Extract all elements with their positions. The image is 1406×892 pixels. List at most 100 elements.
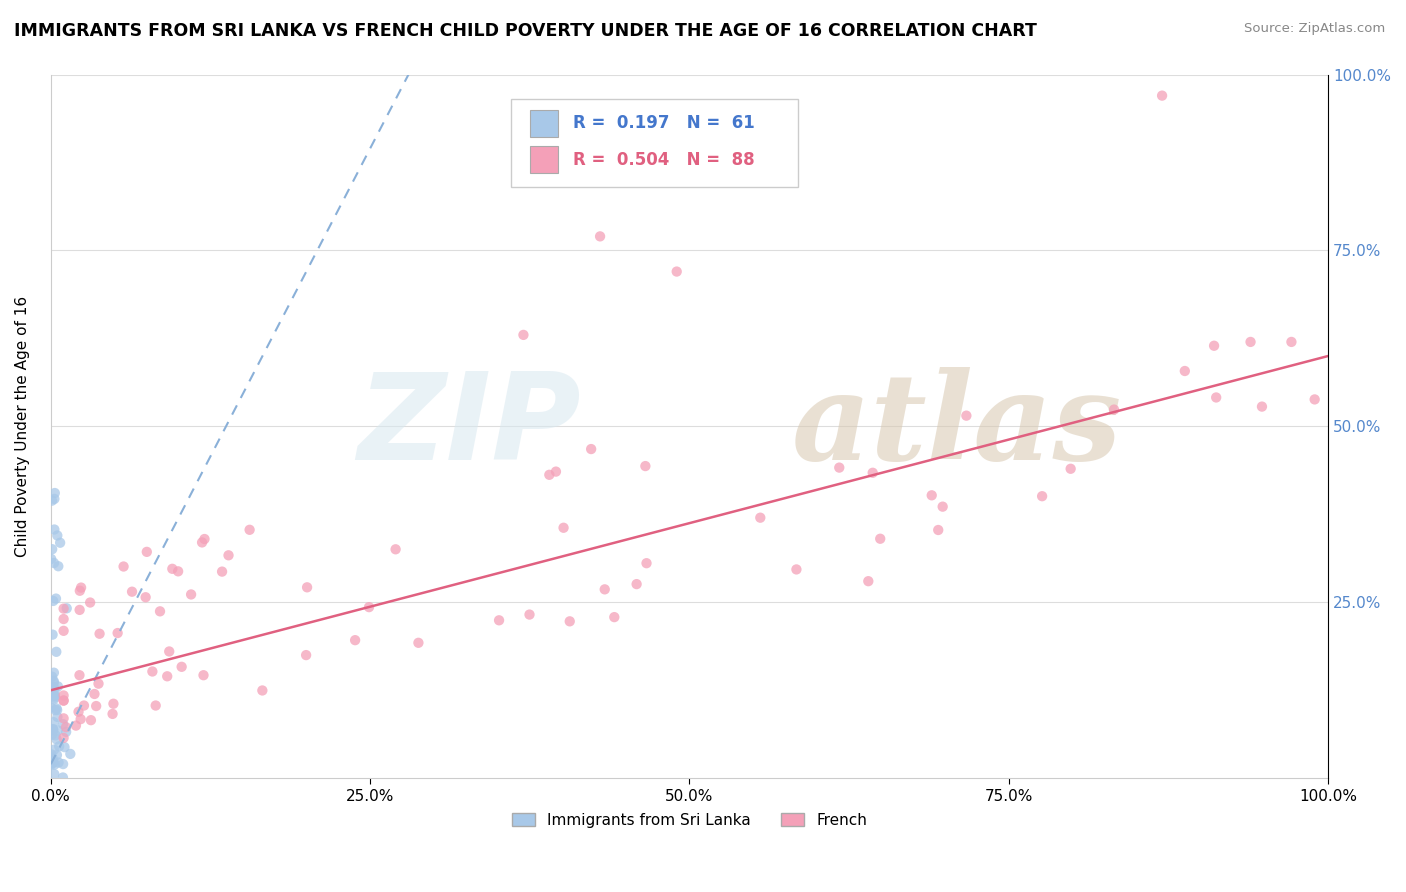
Point	[45, 591, 67, 606]
Point	[626, 577, 648, 591]
Point	[636, 556, 658, 570]
Point	[357, 600, 380, 615]
Point	[52, 612, 75, 626]
Point	[1239, 334, 1261, 349]
Point	[52, 693, 75, 707]
Point	[558, 615, 581, 629]
Point	[52, 601, 75, 615]
Point	[42, 755, 65, 769]
Point	[46, 703, 69, 717]
Point	[45, 747, 67, 762]
Point	[48, 739, 70, 754]
Point	[42, 681, 65, 695]
Point	[42, 680, 65, 694]
Point	[46, 528, 69, 542]
Point	[44, 491, 66, 506]
Point	[41, 723, 63, 738]
Point	[170, 660, 193, 674]
Point	[65, 718, 87, 732]
Text: R =  0.504   N =  88: R = 0.504 N = 88	[574, 151, 755, 169]
Point	[89, 626, 111, 640]
Point	[41, 670, 63, 684]
Bar	[530, 146, 558, 173]
Point	[593, 582, 616, 597]
Point	[384, 542, 406, 557]
Point	[69, 583, 91, 598]
Point	[519, 607, 541, 622]
Point	[162, 562, 184, 576]
Point	[46, 680, 69, 694]
Point	[239, 523, 262, 537]
Point	[44, 486, 66, 500]
Point	[167, 565, 190, 579]
Point	[52, 711, 75, 725]
Point	[749, 510, 772, 524]
Point	[59, 747, 82, 761]
Point	[42, 723, 65, 738]
Point	[52, 624, 75, 638]
Point	[69, 668, 91, 682]
Point	[46, 723, 69, 738]
Point	[87, 676, 110, 690]
Point	[41, 493, 63, 508]
Point	[80, 713, 103, 727]
Point	[42, 722, 65, 736]
Point	[44, 728, 66, 742]
Point	[135, 545, 157, 559]
Point	[538, 467, 561, 482]
Point	[1152, 88, 1174, 103]
Point	[112, 559, 135, 574]
Point	[46, 710, 69, 724]
Point	[191, 535, 214, 549]
Point	[193, 668, 215, 682]
Point	[101, 706, 124, 721]
Point	[42, 594, 65, 608]
Point	[869, 532, 891, 546]
Point	[42, 673, 65, 688]
Point	[603, 610, 626, 624]
Point	[55, 720, 77, 734]
Point	[141, 665, 163, 679]
Point	[1303, 392, 1326, 407]
Point	[42, 756, 65, 770]
Point	[53, 740, 76, 755]
Point	[103, 697, 125, 711]
Point	[107, 626, 129, 640]
Point	[828, 460, 851, 475]
Point	[84, 699, 107, 714]
Point	[589, 229, 612, 244]
Point	[121, 584, 143, 599]
Point	[41, 723, 63, 737]
Point	[39, 758, 62, 772]
Point	[1202, 339, 1225, 353]
Point	[41, 542, 63, 557]
Point	[41, 747, 63, 762]
Point	[42, 692, 65, 706]
Text: IMMIGRANTS FROM SRI LANKA VS FRENCH CHILD POVERTY UNDER THE AGE OF 16 CORRELATIO: IMMIGRANTS FROM SRI LANKA VS FRENCH CHIL…	[14, 22, 1038, 40]
Point	[39, 700, 62, 714]
Point	[46, 559, 69, 574]
Point	[544, 465, 567, 479]
Point	[1281, 334, 1303, 349]
Point	[52, 717, 75, 731]
Point	[634, 459, 657, 474]
Point	[41, 728, 63, 742]
Y-axis label: Child Poverty Under the Age of 16: Child Poverty Under the Age of 16	[15, 296, 30, 557]
Point	[42, 715, 65, 730]
Point	[42, 665, 65, 680]
Point	[45, 732, 67, 747]
Point	[52, 694, 75, 708]
Point	[42, 689, 65, 703]
Point	[70, 581, 93, 595]
Point	[42, 687, 65, 701]
Point	[52, 689, 75, 703]
Point	[211, 565, 233, 579]
Point	[344, 633, 367, 648]
Point	[45, 645, 67, 659]
Point	[931, 500, 953, 514]
Point	[149, 604, 172, 618]
Point	[1059, 462, 1081, 476]
Legend: Immigrants from Sri Lanka, French: Immigrants from Sri Lanka, French	[506, 806, 873, 834]
Point	[41, 627, 63, 641]
Point	[69, 603, 91, 617]
